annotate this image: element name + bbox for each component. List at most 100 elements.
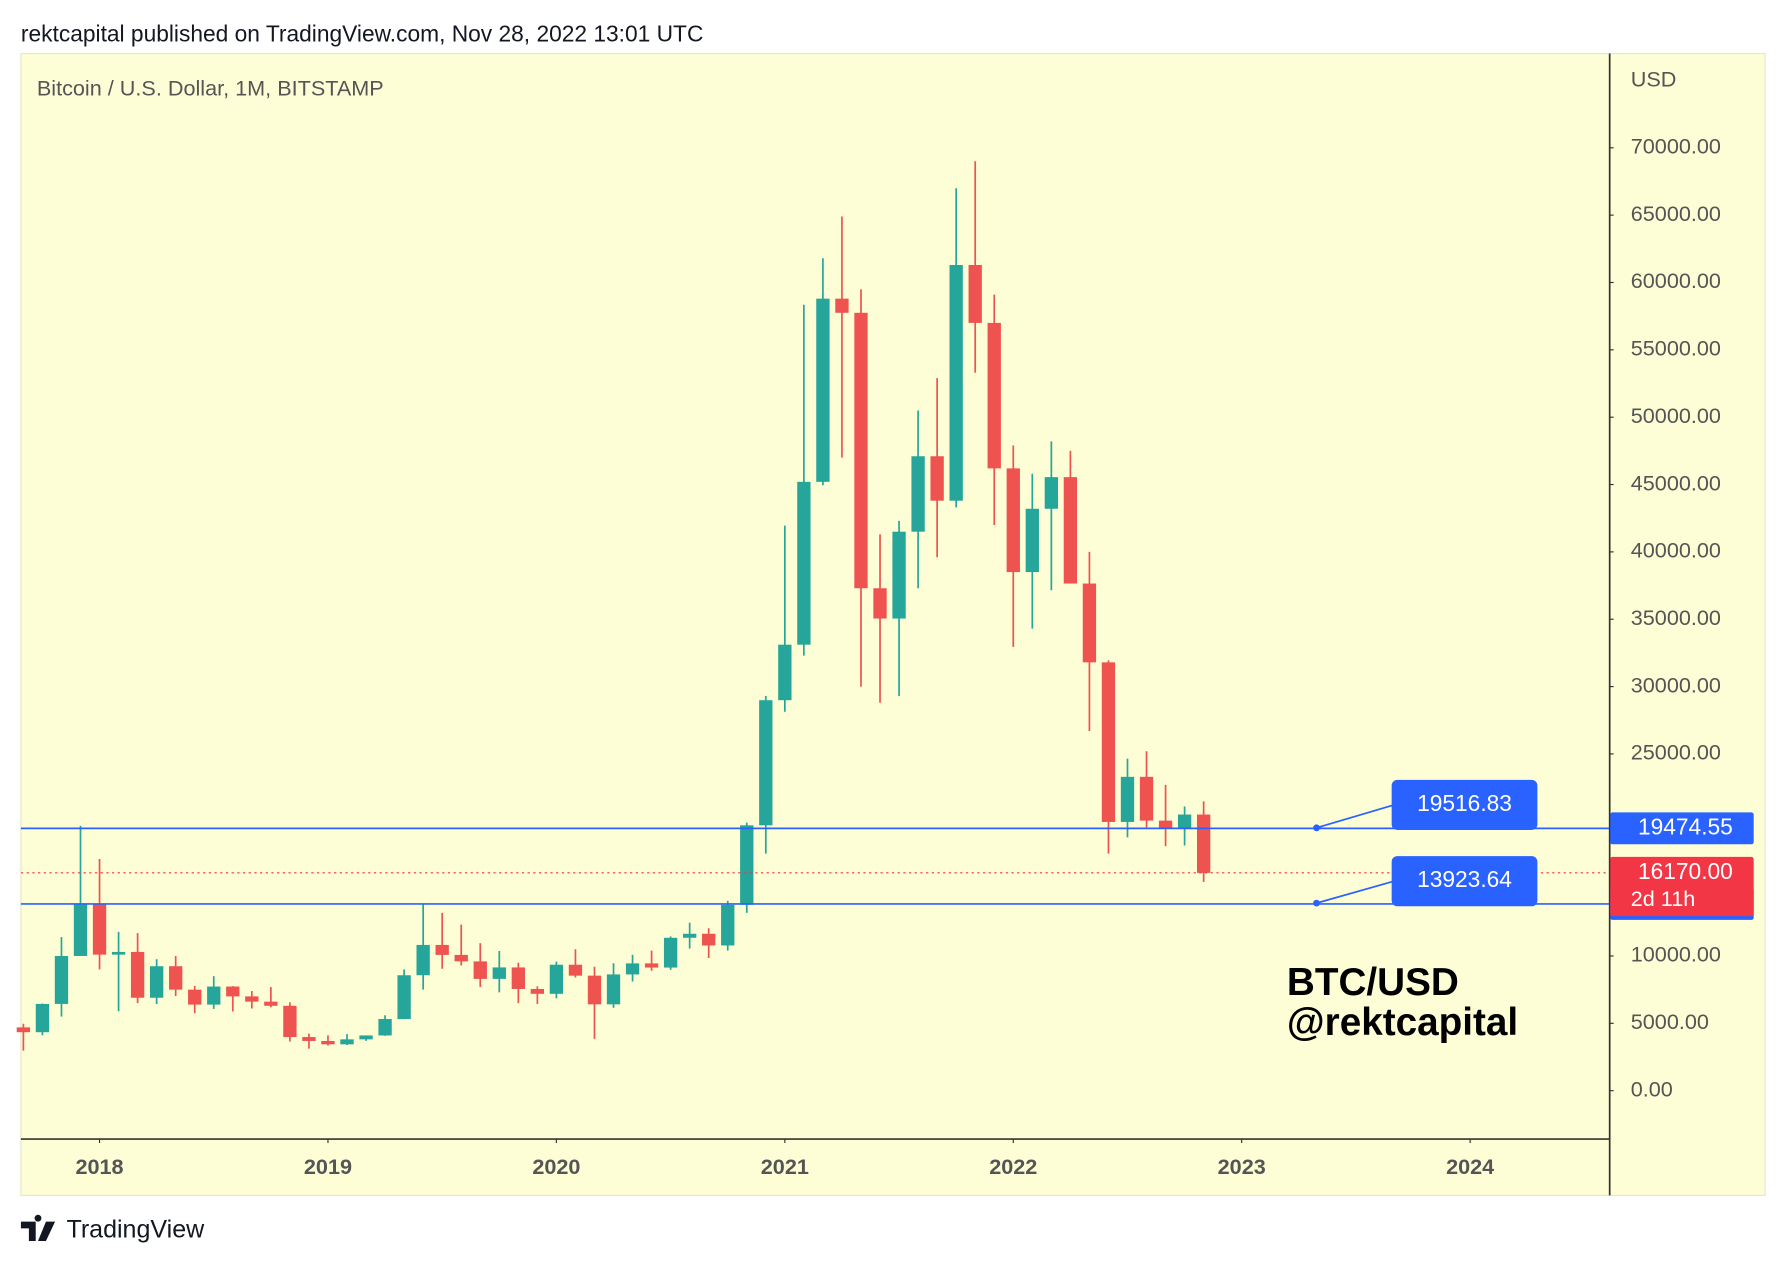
candle-body bbox=[1158, 820, 1173, 829]
x-tick-label: 2023 bbox=[1218, 1154, 1266, 1179]
candle-body bbox=[378, 1019, 392, 1036]
candle-body bbox=[473, 961, 487, 979]
x-tick-label: 2021 bbox=[761, 1154, 809, 1179]
y-tick-label: 10000.00 bbox=[1631, 942, 1721, 967]
x-tick-label: 2020 bbox=[532, 1154, 580, 1179]
candle-body bbox=[721, 904, 735, 946]
y-tick-label: 50000.00 bbox=[1631, 403, 1721, 428]
candle-body bbox=[1082, 583, 1097, 663]
candle-body bbox=[625, 963, 640, 975]
candle-body bbox=[245, 996, 259, 1002]
candle-body bbox=[949, 264, 963, 501]
y-tick-label: 65000.00 bbox=[1631, 201, 1721, 226]
callout-anchor bbox=[1313, 824, 1320, 832]
x-tick-label: 2019 bbox=[304, 1154, 352, 1179]
candle-body bbox=[854, 312, 868, 589]
candle-body bbox=[930, 456, 944, 501]
callout-label: 13923.64 bbox=[1417, 866, 1512, 892]
y-tick-label: 0.00 bbox=[1631, 1076, 1673, 1101]
candle-body bbox=[111, 951, 126, 955]
candle-body bbox=[587, 975, 602, 1005]
candle-body bbox=[16, 1027, 31, 1033]
callout-leader bbox=[1316, 804, 1395, 829]
candle-body bbox=[1044, 477, 1059, 509]
callout-box bbox=[1391, 856, 1538, 907]
candle-body bbox=[530, 988, 545, 994]
candle-body bbox=[54, 955, 69, 1004]
candle-body bbox=[682, 933, 697, 938]
candle-body bbox=[606, 974, 621, 1005]
y-tick-label: 60000.00 bbox=[1631, 268, 1721, 293]
level-price-label: 19474.55 bbox=[1638, 813, 1733, 839]
candle-body bbox=[1063, 477, 1078, 584]
candle-body bbox=[130, 951, 145, 998]
y-tick-label: 45000.00 bbox=[1631, 470, 1721, 495]
callout-label: 19516.83 bbox=[1417, 790, 1512, 816]
y-tick-label: 25000.00 bbox=[1631, 740, 1721, 765]
callout-box bbox=[1391, 779, 1538, 830]
candle-body bbox=[892, 531, 906, 619]
candle-body bbox=[740, 825, 754, 905]
callout-leader bbox=[1316, 880, 1395, 904]
candle-body bbox=[549, 964, 564, 994]
candle-body bbox=[873, 588, 887, 619]
candle-body bbox=[797, 481, 811, 645]
candle-body bbox=[1139, 776, 1154, 821]
countdown-label: 2d 11h bbox=[1631, 886, 1696, 911]
y-tick-label: 55000.00 bbox=[1631, 336, 1721, 361]
candle-body bbox=[73, 904, 88, 956]
candle-body bbox=[321, 1040, 335, 1045]
level-price-box bbox=[1610, 812, 1754, 845]
y-tick-label: 5000.00 bbox=[1631, 1009, 1709, 1034]
candle-body bbox=[226, 986, 240, 997]
candle-body bbox=[1177, 814, 1192, 829]
candle-body bbox=[968, 264, 982, 323]
candle-body bbox=[835, 298, 849, 313]
chart-title: Bitcoin / U.S. Dollar, 1M, BITSTAMP bbox=[37, 76, 384, 101]
candle-body bbox=[149, 966, 164, 998]
plot-area bbox=[16, 161, 1211, 1051]
y-tick-label: 35000.00 bbox=[1631, 605, 1721, 630]
last-price-label: 16170.00 bbox=[1638, 858, 1733, 884]
logo-text: TradingView bbox=[66, 1215, 205, 1243]
annotation-line: BTC/USD bbox=[1287, 961, 1459, 1004]
candle-body bbox=[778, 644, 792, 701]
y-tick-label: 30000.00 bbox=[1631, 672, 1721, 697]
logo-icon bbox=[20, 1214, 56, 1241]
y-tick-label: 40000.00 bbox=[1631, 538, 1721, 563]
candle-body bbox=[1196, 814, 1211, 873]
x-tick-label: 2022 bbox=[989, 1154, 1037, 1179]
candle-body bbox=[816, 298, 830, 482]
candle-body bbox=[663, 937, 678, 968]
candle-body bbox=[264, 1001, 278, 1006]
candle-body bbox=[987, 322, 1001, 469]
candle-body bbox=[169, 966, 183, 990]
candle-body bbox=[92, 904, 107, 955]
candle-body bbox=[911, 456, 925, 532]
candle-body bbox=[644, 963, 659, 968]
y-axis-label: USD bbox=[1631, 67, 1677, 92]
candle-body bbox=[1006, 468, 1020, 573]
tradingview-logo: TradingView bbox=[20, 1214, 205, 1243]
candle-body bbox=[302, 1037, 316, 1041]
candle-body bbox=[568, 964, 583, 976]
candle-body bbox=[454, 954, 468, 962]
callout-anchor bbox=[1313, 899, 1320, 907]
x-tick-label: 2024 bbox=[1446, 1154, 1494, 1179]
candle-body bbox=[35, 1003, 50, 1033]
candle-body bbox=[359, 1035, 373, 1040]
candle-body bbox=[1025, 508, 1039, 573]
candle-body bbox=[397, 975, 411, 1020]
publish-header: rektcapital published on TradingView.com… bbox=[21, 20, 703, 46]
candle-body bbox=[1120, 776, 1135, 822]
x-tick-label: 2018 bbox=[75, 1154, 123, 1179]
candle-body bbox=[1101, 662, 1116, 822]
candle-body bbox=[492, 967, 506, 979]
annotation-line: @rektcapital bbox=[1287, 1001, 1518, 1044]
y-tick-label: 70000.00 bbox=[1631, 134, 1721, 159]
candle-body bbox=[511, 967, 525, 989]
candle-body bbox=[207, 986, 221, 1005]
chart-panel bbox=[20, 52, 1766, 1196]
candle-body bbox=[188, 989, 202, 1005]
